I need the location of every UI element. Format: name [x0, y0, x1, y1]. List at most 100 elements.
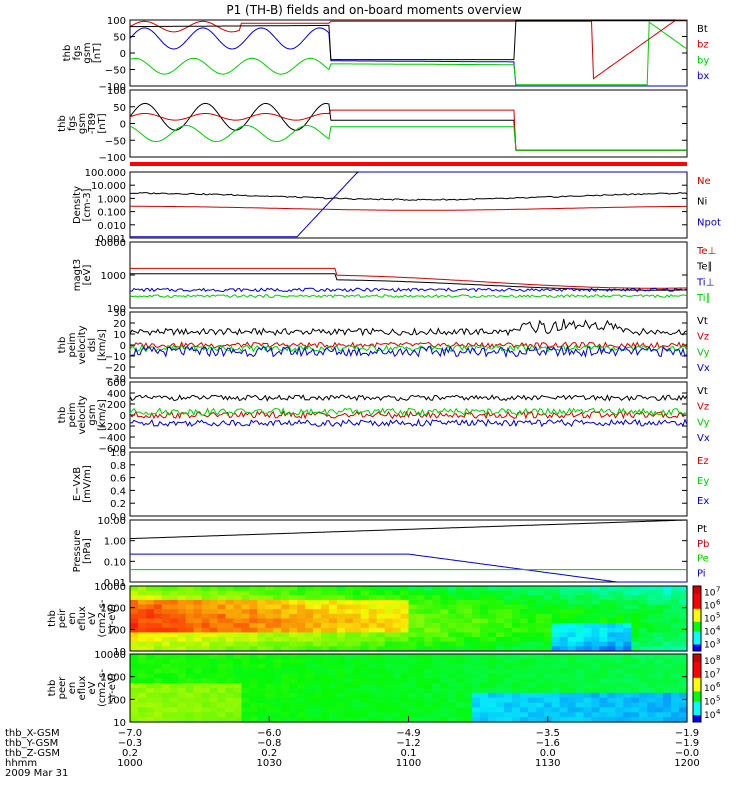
- spectrogram-cell: [320, 613, 330, 620]
- legend-vt: Vt: [697, 386, 708, 397]
- spectrogram-cell: [177, 678, 187, 684]
- spectrogram-cell: [130, 618, 139, 624]
- spectrogram-cell: [336, 586, 346, 592]
- spectrogram-cell: [209, 688, 219, 694]
- spectrogram-cell: [320, 637, 330, 643]
- spectrogram-cell: [233, 595, 242, 601]
- spectrogram-cell: [145, 586, 155, 592]
- spectrogram-cell: [527, 632, 537, 638]
- spectrogram-cell: [392, 692, 402, 699]
- legend-pb: Pb: [697, 539, 709, 550]
- spectrogram-cell: [328, 604, 338, 610]
- y-tick-label: 600: [107, 378, 126, 389]
- spectrogram-cell: [472, 595, 481, 601]
- spectrogram-cell: [241, 654, 250, 660]
- spectrogram-cell: [655, 590, 664, 596]
- spectrogram-cell: [639, 646, 648, 652]
- spectrogram-cell: [225, 618, 235, 624]
- spectrogram-cell: [217, 595, 227, 601]
- spectrogram-cell: [169, 595, 179, 601]
- spectrogram-cell: [281, 590, 290, 596]
- by-line: [129, 21, 688, 86]
- spectrogram-cell: [647, 637, 656, 643]
- spectrogram-cell: [511, 646, 521, 652]
- spectrogram-cell: [663, 673, 672, 679]
- spectrogram-cell: [527, 646, 537, 652]
- spectrogram-cell: [543, 646, 553, 652]
- spectrogram-cell: [543, 683, 553, 689]
- spectrogram-cell: [273, 654, 282, 660]
- npot-line: [130, 171, 687, 238]
- spectrogram-cell: [424, 683, 433, 689]
- spectrogram-cell: [639, 683, 648, 689]
- spectrogram-cell: [488, 673, 497, 679]
- spectrogram-cell: [193, 697, 203, 704]
- spectrogram-cell: [440, 673, 449, 679]
- spectrogram-cell: [336, 668, 346, 675]
- spectrogram-cell: [241, 646, 250, 652]
- colorbar-tick-label: 10: [704, 628, 716, 638]
- spectrogram-cell: [583, 688, 593, 694]
- spectrogram-cell: [503, 702, 513, 709]
- spectrogram-cell: [313, 688, 322, 694]
- spectrogram-cell: [519, 658, 529, 665]
- spectrogram-cell: [671, 678, 680, 684]
- spectrogram-cell: [416, 673, 426, 679]
- spectrogram-cell: [623, 668, 632, 675]
- spectrogram-cell: [472, 707, 481, 713]
- spectrogram-cell: [607, 637, 616, 643]
- spectrogram-cell: [273, 668, 282, 675]
- spectrogram-cell: [249, 604, 258, 610]
- spectrogram-cell: [217, 668, 227, 675]
- spectrogram-cell: [448, 668, 457, 675]
- spectrogram-cell: [289, 683, 298, 689]
- spectrogram-cell: [376, 683, 386, 689]
- spectrogram-cell: [416, 609, 426, 615]
- x-axis-value: −1.9: [675, 738, 699, 749]
- spectrogram-cell: [153, 618, 163, 624]
- spectrogram-cell: [591, 658, 601, 665]
- spectrogram-cell: [631, 702, 640, 709]
- spectrogram-cell: [472, 623, 481, 629]
- spectrogram-cell: [201, 623, 211, 629]
- spectrogram-cell: [503, 697, 513, 704]
- spectrogram-cell: [488, 590, 497, 596]
- colorbar-tick-exponent: 5: [716, 695, 720, 703]
- spectrogram-cell: [503, 683, 513, 689]
- spectrogram-cell: [671, 627, 680, 634]
- spectrogram-cell: [392, 654, 402, 660]
- spectrogram-cell: [233, 609, 242, 615]
- y-tick-label: 0: [120, 120, 126, 131]
- spectrogram-cell: [145, 623, 155, 629]
- spectrogram-cell: [281, 646, 290, 652]
- spectrogram-cell: [376, 604, 386, 610]
- spectrogram-cell: [583, 702, 593, 709]
- spectrogram-cell: [583, 590, 593, 596]
- spectrogram-cell: [145, 717, 155, 723]
- spectrogram-cell: [480, 623, 489, 629]
- spectrogram-cell: [137, 678, 147, 684]
- spectrogram-cell: [416, 688, 426, 694]
- y-tick-label: −50: [105, 66, 126, 77]
- spectrogram-cell: [527, 595, 537, 601]
- x-axis-value: −0.3: [118, 738, 142, 749]
- spectrogram-cell: [257, 702, 266, 709]
- spectrogram-cell: [281, 697, 290, 704]
- spectrogram-cell: [169, 609, 179, 615]
- spectrogram-cell: [480, 654, 489, 660]
- spectrogram-cell: [655, 637, 664, 643]
- spectrogram-cell: [527, 658, 537, 665]
- spectrogram-cell: [559, 618, 569, 624]
- spectrogram-cell: [201, 702, 211, 709]
- spectrogram-cell: [137, 595, 147, 601]
- spectrogram-cell: [336, 697, 346, 704]
- spectrogram-cell: [177, 712, 187, 718]
- spectrogram-cell: [631, 609, 640, 615]
- spectrogram-cell: [543, 641, 553, 647]
- spectrogram-cell: [480, 712, 489, 718]
- spectrogram-cell: [599, 627, 609, 634]
- spectrogram-cell: [297, 632, 306, 638]
- spectrogram-cell: [400, 668, 410, 675]
- spectrogram-cell: [344, 590, 354, 596]
- spectrogram-cell: [328, 668, 338, 675]
